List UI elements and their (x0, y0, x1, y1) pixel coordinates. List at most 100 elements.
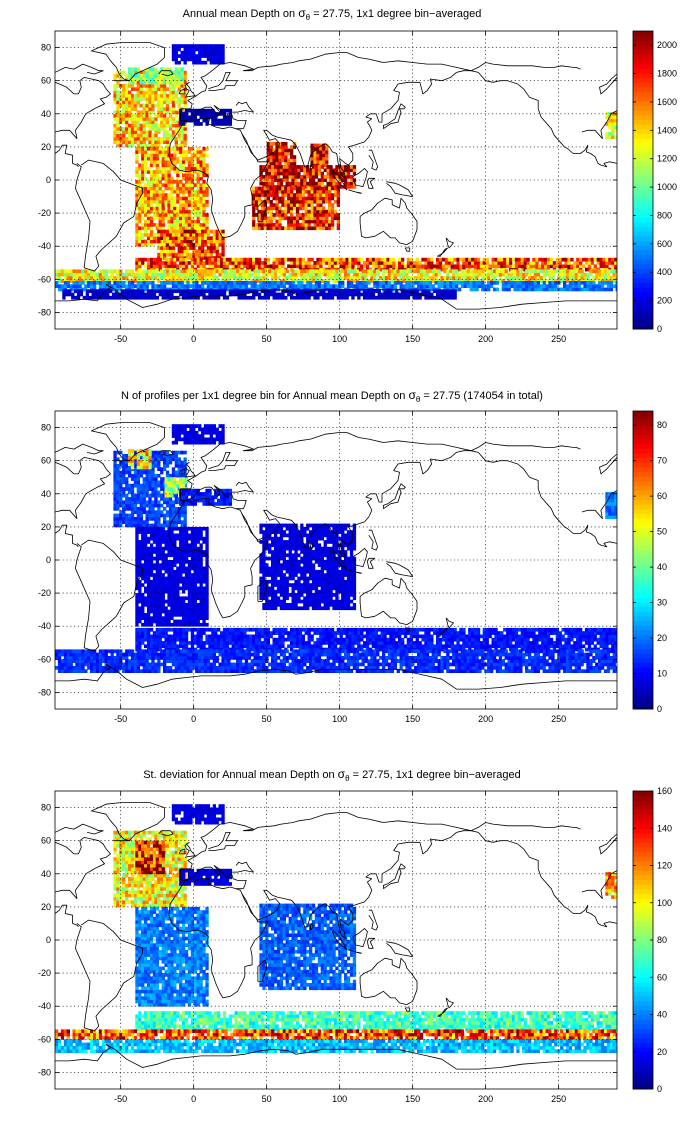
data-cell (278, 206, 282, 211)
y-tick-label: -40 (38, 241, 51, 251)
data-cell (202, 186, 206, 191)
panel-1-coastlines (55, 42, 617, 310)
data-cell (406, 264, 411, 269)
data-cell (295, 226, 300, 231)
data-cell (577, 269, 581, 274)
data-cell (180, 272, 184, 277)
data-cell (214, 295, 218, 300)
data-cell (215, 246, 219, 250)
data-cell (151, 467, 155, 471)
data-cell (256, 276, 260, 280)
data-cell (110, 279, 114, 283)
data-cell (182, 199, 186, 204)
data-cell (130, 269, 135, 274)
data-cell (472, 281, 476, 285)
data-cell (412, 292, 416, 297)
data-cell (475, 287, 479, 292)
data-cell (142, 490, 146, 495)
data-cell (326, 272, 330, 277)
data-cell (182, 261, 186, 265)
data-cell (250, 281, 254, 285)
data-cell (130, 123, 135, 128)
data-cell (199, 160, 203, 164)
data-cell (292, 155, 297, 159)
data-cell (545, 279, 549, 283)
data-cell (180, 57, 184, 62)
data-cell (158, 289, 162, 293)
data-cell (138, 186, 142, 191)
data-cell (144, 264, 148, 269)
data-cell (125, 120, 129, 125)
data-cell (346, 181, 351, 186)
data-cell (292, 203, 297, 207)
data-cell (287, 161, 291, 166)
data-cell (167, 176, 171, 181)
data-cell (186, 236, 190, 240)
data-cell (158, 209, 162, 214)
data-cell (163, 90, 167, 95)
data-cell (307, 261, 311, 265)
data-cell (218, 54, 222, 58)
data-cell (352, 181, 357, 186)
data-cell (125, 497, 129, 501)
data-cell (179, 183, 183, 187)
data-cell (148, 87, 152, 91)
data-cell (492, 281, 497, 285)
data-cell (371, 257, 376, 262)
data-cell (135, 289, 139, 293)
data-cell (145, 67, 149, 72)
data-cell (425, 269, 430, 274)
data-cell (290, 158, 294, 163)
data-cell (168, 503, 173, 508)
data-cell (154, 70, 158, 75)
data-cell (144, 160, 148, 164)
data-cell (201, 50, 205, 55)
data-cell (539, 269, 543, 274)
data-cell (196, 223, 200, 227)
data-cell (128, 470, 132, 475)
data-cell (180, 252, 184, 257)
data-cell (389, 289, 393, 293)
data-cell (541, 261, 545, 265)
data-cell (539, 284, 543, 288)
data-cell (201, 54, 205, 58)
colorbar-swatch (633, 91, 653, 97)
data-cell (395, 292, 399, 297)
data-cell (319, 160, 323, 164)
data-cell (215, 276, 219, 280)
data-cell (231, 261, 235, 265)
data-cell (116, 74, 120, 78)
data-cell (167, 206, 171, 211)
data-cell (182, 186, 186, 191)
data-cell (510, 272, 514, 277)
data-cell (151, 107, 155, 111)
data-cell (205, 166, 209, 171)
data-cell (571, 281, 575, 285)
data-cell (135, 180, 139, 184)
data-cell (141, 156, 145, 161)
data-cell (457, 281, 462, 285)
data-cell (136, 87, 140, 91)
data-cell (180, 97, 184, 101)
colorbar-swatch (633, 268, 653, 274)
data-cell (174, 77, 178, 82)
y-tick-label: 60 (41, 76, 51, 86)
data-cell (205, 193, 209, 197)
data-cell (577, 272, 581, 277)
data-cell (266, 193, 270, 197)
data-cell (136, 520, 140, 524)
data-cell (295, 219, 300, 224)
coastline (55, 77, 111, 139)
data-cell (130, 520, 135, 524)
data-cell (320, 175, 324, 179)
data-cell (147, 213, 151, 217)
data-cell (303, 178, 307, 182)
data-cell (326, 181, 330, 186)
data-cell (606, 284, 611, 288)
data-cell (411, 276, 415, 280)
data-cell (608, 115, 612, 120)
data-cell (295, 209, 300, 214)
panel-1-data-cells (55, 44, 617, 300)
data-cell (84, 269, 88, 274)
data-cell (348, 261, 352, 265)
